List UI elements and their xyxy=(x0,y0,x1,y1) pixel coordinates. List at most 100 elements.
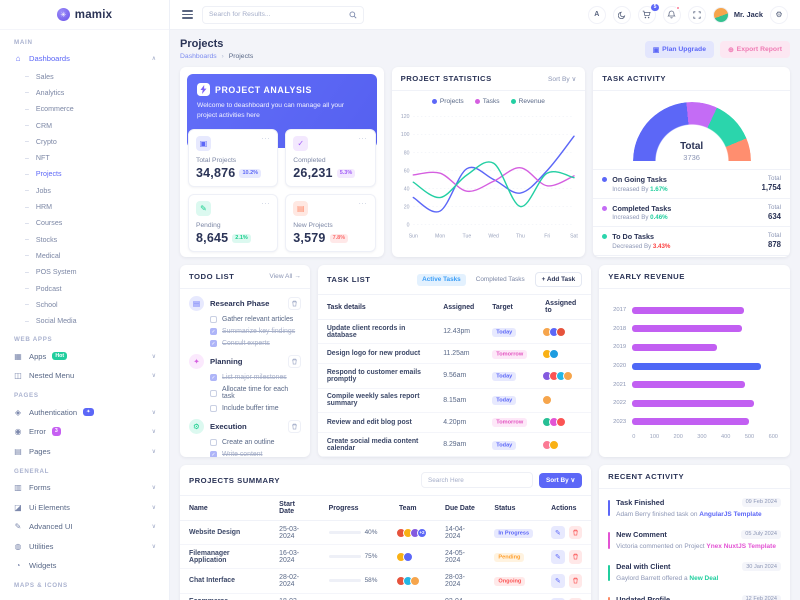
todo-item[interactable]: ✓ Summarize key findings xyxy=(210,328,301,335)
table-row[interactable]: Ecommerce Application 18-03-2024 100% xyxy=(180,593,592,600)
trash-icon[interactable] xyxy=(287,297,301,310)
summary-search-input[interactable] xyxy=(420,472,533,488)
sidebar-child-item[interactable]: HRM xyxy=(0,199,169,215)
sidebar-item[interactable]: ▥ Forms ∨ xyxy=(0,478,169,498)
breadcrumb-root[interactable]: Dashboards xyxy=(180,53,217,60)
export-report-button[interactable]: ⊕ Export Report xyxy=(719,41,790,58)
edit-button[interactable]: ✎ xyxy=(551,598,565,600)
add-task-button[interactable]: + Add Task xyxy=(534,272,583,287)
sidebar-child-item[interactable]: School xyxy=(0,297,169,313)
search-input[interactable] xyxy=(209,11,345,18)
sidebar-child-item[interactable]: Stocks xyxy=(0,231,169,247)
sidebar-child-item[interactable]: Ecommerce xyxy=(0,101,169,117)
checkbox[interactable]: ✓ xyxy=(210,340,217,347)
sidebar-child-item[interactable]: POS System xyxy=(0,264,169,280)
sidebar-child-item[interactable]: Podcast xyxy=(0,280,169,296)
breadcrumb: Dashboards › Projects xyxy=(180,53,253,60)
user-profile[interactable]: Mr. Jack xyxy=(712,6,763,23)
activity-link[interactable]: New Deal xyxy=(689,575,719,583)
sidebar-section: GENERAL ▥ Forms ∨ xyxy=(0,468,169,576)
notifications-bell-icon[interactable] xyxy=(662,5,681,24)
sidebar-child-item[interactable]: Crypto xyxy=(0,134,169,150)
todo-item[interactable]: ✓ Include buffer time xyxy=(210,405,301,412)
sidebar-child-item[interactable]: Courses xyxy=(0,215,169,231)
search-icon[interactable] xyxy=(349,11,357,19)
table-row[interactable]: Create social media content calendar 8.2… xyxy=(317,432,592,457)
hamburger-menu-icon[interactable] xyxy=(182,10,193,19)
sort-by-dropdown[interactable]: Sort By ∨ xyxy=(548,75,577,83)
plan-upgrade-button[interactable]: ▣ Plan Upgrade xyxy=(644,41,714,58)
sidebar-item[interactable]: ◈ Authentication ✦ ∨ xyxy=(0,402,169,422)
checkbox[interactable]: ✓ xyxy=(210,389,217,397)
sidebar-child-item[interactable]: Social Media xyxy=(0,313,169,329)
sidebar-item[interactable]: ▤ Pages ∨ xyxy=(0,441,169,461)
delete-button[interactable] xyxy=(568,598,583,600)
task-list-card: TASK LIST Active Tasks Completed Tasks +… xyxy=(317,265,592,457)
todo-item[interactable]: ✓ Consult experts xyxy=(210,340,301,347)
logo[interactable]: ✳ mamix xyxy=(0,0,169,30)
table-row[interactable]: Website Design 25-03-2024 40% xyxy=(180,520,592,546)
sidebar-item[interactable]: ⌂ Dashboards ∧ xyxy=(0,49,169,69)
view-all-link[interactable]: View All → xyxy=(269,273,301,280)
table-row[interactable]: Review and edit blog post 4.20pm Tomorro… xyxy=(317,412,592,433)
checkbox[interactable]: ✓ xyxy=(210,328,217,335)
edit-button[interactable]: ✎ xyxy=(551,525,565,540)
cart-icon[interactable]: 5 xyxy=(637,3,659,24)
sidebar-item[interactable]: ✎ Advanced UI ∨ xyxy=(0,517,169,537)
todo-item[interactable]: ✓ Gather relevant articles xyxy=(210,316,301,323)
sidebar-item[interactable]: ◉ Error 3 ∨ xyxy=(0,422,169,442)
sidebar-item-group: ◔ Widgets xyxy=(0,556,169,576)
sidebar-child-item[interactable]: Sales xyxy=(0,69,169,85)
sidebar-child-item[interactable]: Analytics xyxy=(0,85,169,101)
tile-menu-dots[interactable]: ... xyxy=(261,134,271,142)
table-row[interactable]: Chat Interface 28-02-2024 58% xyxy=(180,568,592,594)
table-row[interactable]: Update client records in database 12.43p… xyxy=(317,319,592,345)
table-row[interactable]: Design logo for new product 11.25am Tomo… xyxy=(317,343,592,365)
todo-item[interactable]: ✓ List major milestones xyxy=(210,374,301,381)
theme-toggle-icon[interactable] xyxy=(612,5,631,24)
table-row[interactable]: Respond to customer emails promptly 9.56… xyxy=(317,363,592,389)
tile-menu-dots[interactable]: ... xyxy=(261,199,271,207)
tab-completed-tasks[interactable]: Completed Tasks xyxy=(475,276,525,283)
checkbox[interactable]: ✓ xyxy=(210,451,217,457)
sidebar-child-item[interactable]: Projects xyxy=(0,166,169,182)
sidebar-child-item[interactable]: Medical xyxy=(0,248,169,264)
delete-button[interactable] xyxy=(568,574,583,588)
table-row[interactable]: Filemanager Application 16-03-2024 75% xyxy=(180,544,592,570)
edit-button[interactable]: ✎ xyxy=(551,574,565,588)
checkbox[interactable]: ✓ xyxy=(210,374,217,381)
delete-button[interactable] xyxy=(568,525,583,540)
activity-link[interactable]: Ynex NuxtJS Template xyxy=(706,542,776,550)
sidebar-item[interactable]: ◪ Ui Elements ∨ xyxy=(0,497,169,517)
trash-icon[interactable] xyxy=(287,355,301,368)
tab-active-tasks[interactable]: Active Tasks xyxy=(417,273,466,286)
settings-gear-icon[interactable]: ⚙ xyxy=(770,5,788,24)
sidebar-item[interactable]: ◔ Widgets xyxy=(0,556,169,576)
table-row[interactable]: Compile weekly sales report summary 8.15… xyxy=(317,388,592,413)
sidebar-child-item[interactable]: NFT xyxy=(0,150,169,166)
target-badge: Today xyxy=(492,371,517,381)
trash-icon[interactable] xyxy=(287,420,301,433)
fullscreen-icon[interactable] xyxy=(687,5,706,24)
todo-group-name: Research Phase xyxy=(210,299,270,308)
sidebar-item[interactable]: ▦ Apps Hot ∨ xyxy=(0,346,169,366)
tile-menu-dots[interactable]: ... xyxy=(358,199,368,207)
sort-by-button[interactable]: Sort By ∨ xyxy=(538,472,583,488)
sidebar-item[interactable]: ◫ Nested Menu ∨ xyxy=(0,366,169,386)
page-actions: ▣ Plan Upgrade ⊕ Export Report xyxy=(644,41,790,58)
delete-button[interactable] xyxy=(568,550,583,564)
todo-item[interactable]: ✓ Allocate time for each task xyxy=(210,386,301,400)
edit-button[interactable]: ✎ xyxy=(551,550,565,564)
sidebar-child-item[interactable]: CRM xyxy=(0,117,169,133)
todo-item[interactable]: ✓ Write content xyxy=(210,451,301,457)
todo-item[interactable]: ✓ Create an outline xyxy=(210,439,301,446)
tile-menu-dots[interactable]: ... xyxy=(358,134,368,142)
sidebar-child-item[interactable]: Jobs xyxy=(0,183,169,199)
checkbox[interactable]: ✓ xyxy=(210,316,217,323)
checkbox[interactable]: ✓ xyxy=(210,405,217,412)
x-tick-label: Thu xyxy=(516,234,525,240)
language-icon[interactable]: A xyxy=(587,5,606,24)
activity-link[interactable]: AngularJS Template xyxy=(699,510,762,518)
sidebar-item[interactable]: ◍ Utilities ∨ xyxy=(0,536,169,556)
checkbox[interactable]: ✓ xyxy=(210,439,217,446)
